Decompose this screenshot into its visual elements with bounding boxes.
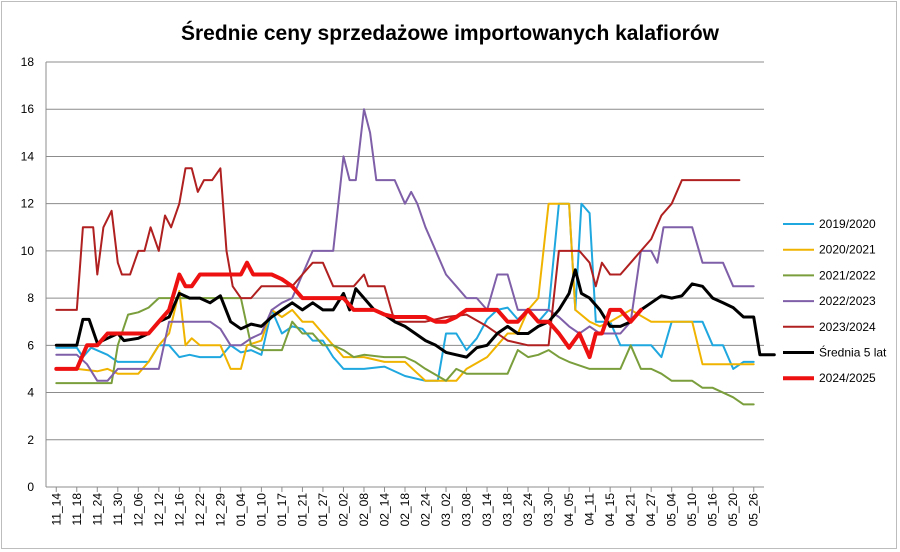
- x-tick-label: 04_21: [624, 493, 638, 527]
- x-tick-label: 04_11: [583, 493, 597, 526]
- x-tick-label: 01_21: [295, 493, 309, 527]
- x-tick-label: 03_24: [521, 493, 535, 527]
- series-line: [55, 297, 755, 406]
- x-tick-label: 05_26: [747, 493, 761, 527]
- x-tick-label: 05_10: [685, 493, 699, 527]
- legend-label: 2020/2021: [819, 243, 876, 257]
- y-tick-label: 8: [27, 291, 34, 305]
- x-tick-label: 05_04: [665, 493, 679, 527]
- y-tick-label: 10: [21, 244, 35, 258]
- x-tick-label: 12_12: [152, 493, 166, 527]
- x-tick-label: 12_29: [213, 493, 227, 527]
- y-tick-label: 14: [21, 149, 35, 163]
- chart-title: Średnie ceny sprzedażowe importowanych k…: [181, 21, 720, 45]
- legend-label: 2021/2022: [819, 268, 876, 282]
- x-tick-label: 11_30: [111, 493, 125, 526]
- series-line: [55, 167, 741, 347]
- gridlines: [46, 61, 764, 488]
- x-tick-label: 04_15: [603, 493, 617, 527]
- series-line: [54, 268, 776, 359]
- legend-label: 2019/2020: [819, 217, 876, 231]
- y-tick-label: 4: [27, 386, 34, 400]
- x-tick-label: 04_05: [562, 493, 576, 527]
- x-tick-label: 02_14: [377, 493, 391, 527]
- y-tick-label: 2: [27, 433, 34, 447]
- x-tick-label: 03_30: [542, 493, 556, 527]
- x-tick-label: 11_18: [70, 493, 84, 526]
- series-line: [54, 260, 643, 371]
- y-tick-label: 18: [21, 55, 35, 69]
- x-axis: 11_14 11_18 11_24 11_30 12_06 12_12 12_16 12_22…: [46, 486, 764, 527]
- x-tick-label: 01_17: [275, 493, 289, 527]
- y-tick-label: 6: [27, 338, 34, 352]
- series-line: [55, 202, 755, 382]
- y-tick-label: 0: [27, 480, 34, 494]
- y-axis: 0 2 4 6 8 10 12 14 16 18: [21, 55, 47, 494]
- x-tick-label: 01_04: [234, 493, 248, 527]
- series-line: [55, 108, 755, 382]
- x-tick-label: 11_24: [90, 493, 104, 526]
- series-lines: [54, 108, 776, 406]
- x-tick-label: 03_18: [501, 493, 515, 527]
- x-tick-label: 03_14: [480, 493, 494, 527]
- legend-label: 2023/2024: [819, 320, 876, 334]
- x-tick-label: 02_18: [398, 493, 412, 527]
- y-tick-label: 16: [21, 102, 35, 116]
- x-tick-label: 04_27: [644, 493, 658, 527]
- x-tick-label: 02_24: [419, 493, 433, 527]
- x-tick-label: 11_14: [49, 493, 63, 526]
- y-tick-label: 12: [21, 197, 35, 211]
- x-tick-label: 05_16: [706, 493, 720, 527]
- x-tick-label: 12_22: [193, 493, 207, 527]
- legend-label: Średnia 5 lat: [819, 345, 887, 360]
- x-tick-label: 12_16: [172, 493, 186, 527]
- x-tick-label: 02_08: [357, 493, 371, 527]
- x-tick-label: 03_02: [439, 493, 453, 527]
- legend-label: 2022/2023: [819, 294, 876, 308]
- x-tick-label: 02_02: [336, 493, 350, 527]
- legend: 2019/2020 2020/2021 2021/2022 2022/2023 2023…: [783, 217, 887, 385]
- legend-label: 2024/2025: [819, 371, 876, 385]
- series-line: [55, 202, 755, 382]
- x-tick-label: 03_08: [460, 493, 474, 527]
- x-tick-label: 01_27: [316, 493, 330, 527]
- x-tick-label: 12_06: [131, 493, 145, 527]
- x-tick-label: 01_10: [254, 493, 268, 527]
- x-tick-label: 05_20: [726, 493, 740, 527]
